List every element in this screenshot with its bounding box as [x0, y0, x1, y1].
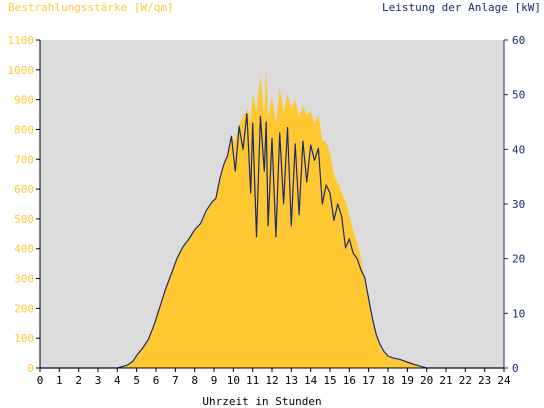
y-right-tick-label: 30 — [512, 198, 525, 211]
y-left-tick-label: 400 — [14, 243, 34, 256]
y-right-tick-label: 60 — [512, 34, 525, 47]
x-tick-label: 6 — [153, 374, 160, 387]
y-left-tick-label: 300 — [14, 273, 34, 286]
x-tick-label: 3 — [95, 374, 102, 387]
axes — [36, 39, 508, 372]
y-left-tick-label: 200 — [14, 302, 34, 315]
y-left-tick-label: 600 — [14, 183, 34, 196]
series-area-irradiance — [40, 66, 504, 369]
x-tick-label: 2 — [75, 374, 82, 387]
y-right-tick-label: 20 — [512, 253, 525, 266]
x-tick-label: 14 — [304, 374, 318, 387]
tick-labels: 0 1 2 3 4 5 6 7 8 9 10 11 12 13 14 15 16 17 18 19 20 21 22 23 24… — [8, 34, 526, 387]
power-line-layer — [40, 113, 504, 369]
x-tick-label: 20 — [420, 374, 433, 387]
x-tick-label: 8 — [191, 374, 198, 387]
x-tick-label: 9 — [211, 374, 218, 387]
x-tick-label: 24 — [497, 374, 511, 387]
x-tick-label: 4 — [114, 374, 121, 387]
x-tick-label: 1 — [56, 374, 63, 387]
y-left-tick-label: 1000 — [8, 64, 35, 77]
irradiance-area-layer — [40, 66, 504, 369]
x-tick-label: 22 — [459, 374, 472, 387]
y-left-tick-label: 500 — [14, 213, 34, 226]
x-tick-label: 19 — [401, 374, 414, 387]
x-tick-label: 13 — [285, 374, 298, 387]
x-tick-label: 18 — [381, 374, 394, 387]
y-left-tick-label: 900 — [14, 94, 34, 107]
y-right-tick-label: 40 — [512, 143, 525, 156]
left-axis-title: Bestrahlungsstärke [W/qm] — [8, 1, 174, 14]
x-tick-label: 12 — [265, 374, 278, 387]
y-right-tick-label: 10 — [512, 307, 525, 320]
x-tick-label: 21 — [439, 374, 452, 387]
y-left-tick-label: 1100 — [8, 34, 35, 47]
x-tick-label: 0 — [37, 374, 44, 387]
x-tick-label: 15 — [323, 374, 336, 387]
x-tick-label: 17 — [362, 374, 375, 387]
y-left-tick-label: 700 — [14, 153, 34, 166]
y-left-tick-label: 800 — [14, 123, 34, 136]
y-left-tick-label: 100 — [14, 332, 34, 345]
x-tick-label: 5 — [133, 374, 140, 387]
x-tick-label: 7 — [172, 374, 179, 387]
x-tick-label: 23 — [478, 374, 491, 387]
x-tick-label: 11 — [246, 374, 259, 387]
y-left-tick-label: 0 — [27, 362, 34, 375]
y-right-tick-label: 50 — [512, 89, 525, 102]
x-tick-label: 16 — [343, 374, 356, 387]
x-tick-label: 10 — [227, 374, 240, 387]
right-axis-title: Leistung der Anlage [kW] — [382, 1, 541, 14]
x-axis-title: Uhrzeit in Stunden — [202, 395, 321, 408]
series-line-power — [40, 113, 504, 369]
y-right-tick-label: 0 — [512, 362, 519, 375]
